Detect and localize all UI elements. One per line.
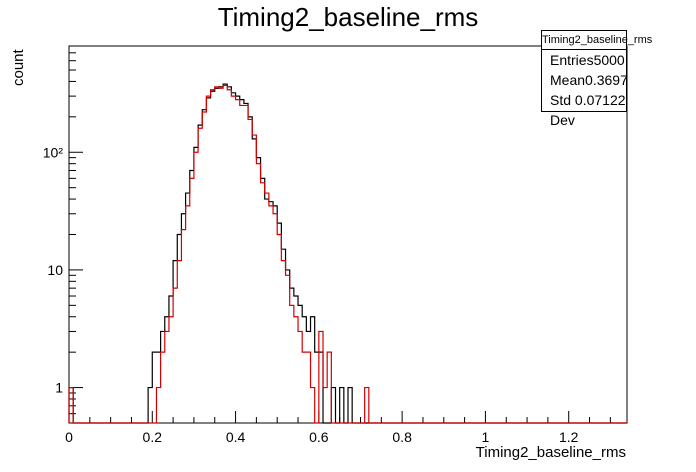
y-tick-label: 10 [47, 262, 63, 278]
stats-label: Mean [550, 72, 586, 88]
axis-ticks: 0 0.2 0.4 0.6 0.8 1 1.2 1 10 10² [43, 45, 611, 445]
y-axis-label: count [10, 49, 27, 86]
histogram-step-line [68, 83, 627, 424]
stats-value: 5000 [593, 52, 625, 68]
x-tick-label: 0.2 [143, 429, 163, 445]
stats-value: 0.07122 [574, 92, 626, 108]
chart-title: Timing2_baseline_rms [217, 2, 479, 32]
x-tick-label: 0 [65, 429, 73, 445]
histogram-step-line [68, 84, 627, 424]
y-tick-label: 1 [55, 380, 63, 396]
x-tick-label: 0.8 [392, 429, 412, 445]
x-axis-label: Timing2_baseline_rms [475, 444, 626, 461]
stats-row-stddev: Std Dev 0.07122 [542, 90, 626, 128]
stats-row-mean: Mean 0.3697 [542, 70, 628, 90]
x-tick-label: 1 [482, 429, 490, 445]
stats-box: Timing2_baseline_rms Entries 5000 Mean 0… [541, 30, 652, 128]
y-tick-label: 10² [43, 144, 64, 160]
stats-title: Timing2_baseline_rms [542, 31, 652, 50]
x-tick-label: 0.6 [309, 429, 329, 445]
stats-label: Std Dev [550, 92, 575, 128]
histogram-series [68, 83, 627, 424]
stats-label: Entries [550, 52, 594, 68]
stats-value: 0.3697 [585, 72, 628, 88]
x-tick-label: 0.4 [226, 429, 246, 445]
x-tick-label: 1.2 [559, 429, 579, 445]
stats-row-entries: Entries 5000 [542, 50, 626, 70]
